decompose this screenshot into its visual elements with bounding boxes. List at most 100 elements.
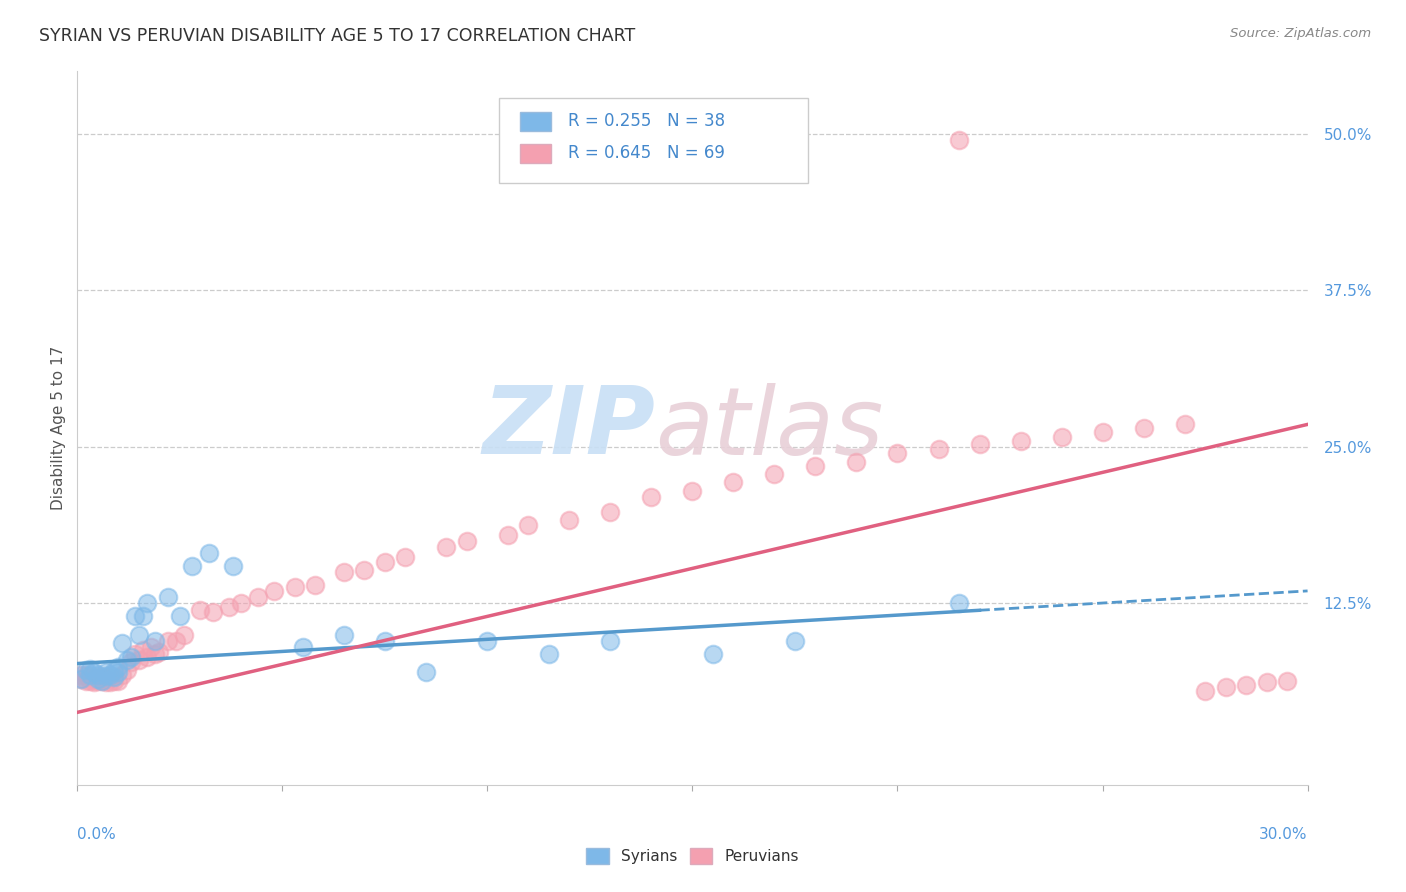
Point	[70, 667, 93, 681]
Point	[436, 540, 458, 554]
Point	[496, 527, 519, 541]
Y-axis label: Disability Age 5 to 17: Disability Age 5 to 17	[51, 346, 66, 510]
Point	[79, 661, 101, 675]
Text: Source: ZipAtlas.com: Source: ZipAtlas.com	[1230, 27, 1371, 40]
Text: ZIP: ZIP	[482, 382, 655, 475]
Point	[374, 555, 396, 569]
Point	[222, 558, 245, 573]
Point	[90, 674, 114, 689]
Point	[304, 577, 326, 591]
Point	[83, 675, 105, 690]
Point	[1194, 684, 1216, 698]
Point	[75, 674, 97, 689]
Point	[103, 670, 125, 684]
Point	[103, 674, 125, 689]
Point	[537, 647, 560, 661]
Point	[143, 647, 166, 661]
Point	[148, 645, 170, 659]
Point	[79, 674, 101, 689]
Point	[124, 647, 146, 661]
Point	[115, 663, 138, 677]
Text: 0.0%: 0.0%	[77, 827, 117, 841]
Point	[1174, 417, 1197, 432]
Point	[124, 609, 146, 624]
Point	[173, 628, 195, 642]
Point	[477, 634, 499, 648]
Point	[120, 655, 142, 669]
Point	[128, 628, 150, 642]
Point	[201, 605, 224, 619]
Text: atlas: atlas	[655, 383, 884, 474]
Point	[120, 650, 142, 665]
Point	[723, 475, 745, 489]
Legend: Syrians, Peruvians: Syrians, Peruvians	[579, 842, 806, 870]
Point	[599, 634, 621, 648]
Point	[1234, 678, 1257, 692]
Point	[136, 596, 159, 610]
Point	[70, 672, 93, 686]
Point	[75, 663, 97, 677]
Point	[98, 675, 121, 690]
Point	[94, 669, 117, 683]
Point	[1050, 430, 1073, 444]
Point	[702, 647, 724, 661]
Point	[90, 674, 114, 689]
Text: SYRIAN VS PERUVIAN DISABILITY AGE 5 TO 17 CORRELATION CHART: SYRIAN VS PERUVIAN DISABILITY AGE 5 TO 1…	[39, 27, 636, 45]
Point	[94, 672, 117, 686]
Point	[115, 653, 138, 667]
Point	[682, 483, 704, 498]
Point	[98, 670, 121, 684]
Point	[558, 512, 581, 526]
Point	[353, 563, 375, 577]
Point	[87, 667, 110, 681]
Text: 30.0%: 30.0%	[1260, 827, 1308, 841]
Point	[969, 437, 991, 451]
Point	[79, 670, 101, 684]
Point	[79, 667, 101, 681]
Point	[103, 664, 125, 678]
Point	[136, 650, 159, 665]
Point	[197, 546, 219, 560]
Point	[1256, 675, 1278, 690]
Point	[845, 455, 868, 469]
Point	[599, 505, 621, 519]
Point	[107, 660, 129, 674]
Point	[128, 653, 150, 667]
Point	[246, 590, 269, 604]
Point	[783, 634, 806, 648]
Point	[333, 565, 356, 579]
Point	[111, 636, 134, 650]
Point	[948, 133, 970, 147]
Point	[75, 667, 97, 681]
Point	[218, 600, 240, 615]
Point	[83, 672, 105, 686]
Point	[181, 558, 204, 573]
Point	[1091, 425, 1114, 439]
Point	[1010, 434, 1032, 448]
Point	[141, 640, 163, 655]
Point	[107, 665, 129, 680]
Point	[87, 670, 110, 684]
Point	[111, 667, 134, 681]
Point	[640, 490, 662, 504]
Point	[94, 665, 117, 680]
Point	[928, 442, 950, 457]
Point	[94, 675, 117, 690]
Point	[517, 517, 540, 532]
Text: R = 0.255   N = 38: R = 0.255 N = 38	[568, 112, 725, 130]
Point	[143, 634, 166, 648]
Point	[70, 672, 93, 686]
Point	[263, 583, 285, 598]
Point	[188, 603, 212, 617]
Point	[1215, 681, 1237, 695]
Point	[165, 634, 187, 648]
Point	[83, 665, 105, 680]
Point	[156, 590, 179, 604]
Point	[132, 642, 155, 657]
Point	[948, 596, 970, 610]
Point	[804, 458, 827, 473]
Point	[87, 672, 110, 686]
Point	[291, 640, 314, 655]
Point	[763, 467, 786, 482]
Point	[374, 634, 396, 648]
